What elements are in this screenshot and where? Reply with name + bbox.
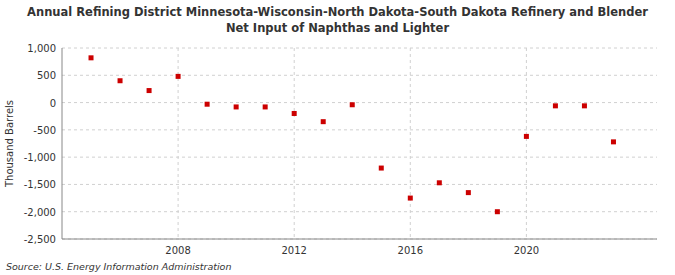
point (89, 55, 94, 60)
point (379, 166, 384, 171)
point (582, 103, 587, 108)
x-axis-line (62, 239, 657, 240)
y-grid-line (62, 129, 657, 130)
y-grid-line (62, 157, 657, 158)
y-grid-line (62, 48, 657, 49)
annotation: Source: U.S. Energy Information Administ… (6, 261, 231, 272)
point (437, 180, 442, 185)
x-tick-label: 2020 (514, 245, 539, 256)
y-tick-label: -1,500 (24, 179, 56, 190)
point (118, 78, 123, 83)
axes: -2,500 -2,000 -1,500 -1,000 -500 0 500 1,000 200… (24, 43, 657, 256)
points (89, 55, 616, 214)
point (205, 102, 210, 107)
point (321, 119, 326, 124)
x-grid-line (294, 48, 295, 239)
y-axis-label: Thousand Barrels (4, 100, 15, 188)
y-tick-label: 0 (50, 98, 56, 109)
x-grid-line (410, 48, 411, 239)
point (147, 88, 152, 93)
point (495, 209, 500, 214)
point (611, 139, 616, 144)
chart: Annual Refining District Minnesota-Wisco… (0, 0, 675, 275)
x-tick-label: 2016 (398, 245, 423, 256)
x-tick-label: 2012 (281, 245, 306, 256)
y-grid-line (62, 102, 657, 103)
y-tick-label: -2,000 (24, 207, 56, 218)
y-tick-label: -2,500 (24, 234, 56, 245)
y-tick-label: -500 (33, 125, 56, 136)
y-grid-line (62, 184, 657, 185)
grid (62, 48, 657, 239)
x-grid-line (526, 48, 527, 239)
y-grid-line (62, 211, 657, 212)
point (176, 74, 181, 79)
y-tick-label: 1,000 (27, 43, 56, 54)
y-axis-line (62, 48, 63, 239)
subtitle: Net Input of Naphthas and Lighter (226, 21, 449, 35)
y-tick-label: 500 (37, 70, 56, 81)
point (466, 190, 471, 195)
y-grid-line (62, 75, 657, 76)
point (234, 104, 239, 109)
point (524, 134, 529, 139)
point (350, 102, 355, 107)
point (553, 103, 558, 108)
point (408, 196, 413, 201)
x-tick-label: 2008 (165, 245, 190, 256)
title: Annual Refining District Minnesota-Wisco… (27, 5, 648, 19)
point (292, 111, 297, 116)
point (263, 104, 268, 109)
y-tick-label: -1,000 (24, 152, 56, 163)
y-grid-line (62, 239, 657, 240)
